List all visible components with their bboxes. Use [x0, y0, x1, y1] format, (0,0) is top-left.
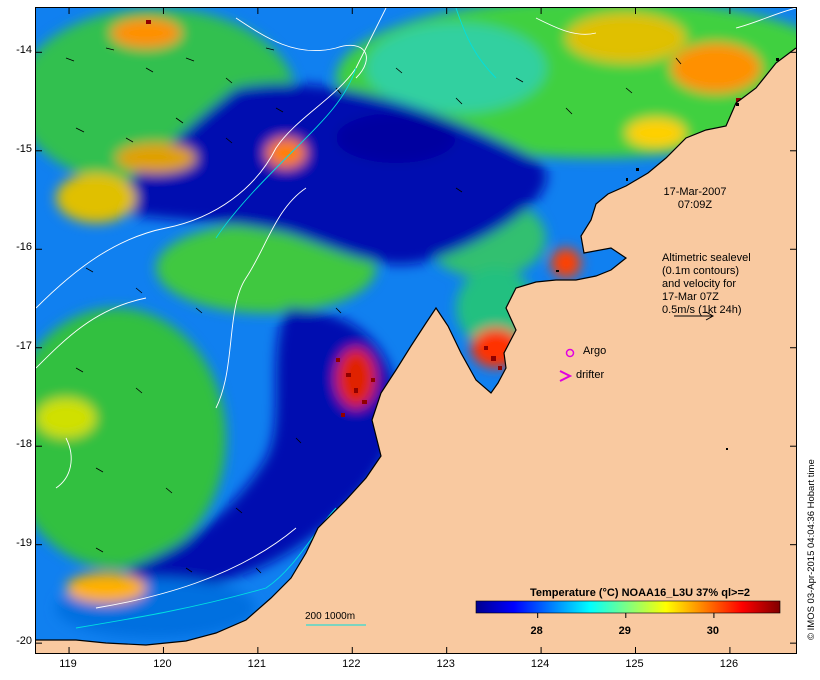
- depth-contour-label: 200 1000m: [305, 611, 356, 622]
- argo-label: Argo: [583, 345, 607, 357]
- sst-map[interactable]: [35, 7, 797, 654]
- altimetry-line: 0.5m/s (1kt 24h): [662, 304, 742, 316]
- lon-tick-label: 120: [153, 658, 172, 670]
- timestamp-time: 07:09Z: [677, 199, 713, 211]
- map-canvas: [36, 8, 796, 653]
- credit-text: © IMOS 03-Apr-2015 04:04:36 Hobart time: [806, 459, 817, 640]
- colorbar-tick-label: 28: [530, 625, 543, 637]
- colorbar-tick-label: 30: [706, 625, 720, 637]
- axis-ticks: [36, 8, 796, 653]
- lat-tick-label: -19: [16, 536, 32, 549]
- lon-tick-label: 125: [625, 658, 644, 670]
- drifter-label: drifter: [576, 369, 605, 381]
- altimetry-line: and velocity for: [662, 278, 736, 290]
- lon-tick-label: 119: [59, 658, 77, 670]
- velocity-vectors: [65, 47, 682, 574]
- velocity-scale-arrow: [674, 311, 715, 321]
- lat-tick-label: -15: [16, 142, 32, 155]
- timestamp: 17-Mar-2007 07:09Z: [620, 186, 770, 212]
- colorbar-tick-label: 29: [618, 625, 631, 637]
- timestamp-date: 17-Mar-2007: [663, 186, 727, 198]
- coastline: [36, 47, 796, 646]
- altimetry-line: (0.1m contours): [662, 265, 740, 277]
- lon-tick-label: 123: [436, 658, 455, 670]
- altimetry-line: Altimetric sealevel: [662, 252, 751, 264]
- lat-tick-label: -17: [16, 339, 32, 352]
- drifter-marker: [559, 370, 573, 382]
- lon-tick-label: 121: [247, 658, 267, 670]
- altimetry-line: 17-Mar 07Z: [662, 291, 719, 303]
- lon-tick-label: 124: [530, 658, 550, 670]
- lat-tick-label: -20: [16, 635, 32, 648]
- lat-tick-label: -14: [16, 44, 32, 57]
- altimetry-note: Altimetric sealevel (0.1m contours) and …: [662, 252, 782, 317]
- lat-tick-label: -18: [16, 438, 32, 451]
- argo-float-marker: [565, 348, 575, 358]
- lat-tick-label: -16: [16, 241, 32, 254]
- lon-tick-label: 122: [342, 658, 361, 670]
- lon-tick-label: 126: [719, 658, 739, 670]
- colorbar-bar: [475, 600, 781, 614]
- sealevel-contours: [36, 8, 796, 609]
- colorbar: [475, 600, 781, 618]
- colorbar-title: Temperature (°C) NOAA16_L3U 37% ql>=2: [530, 587, 750, 599]
- islands: [556, 58, 779, 450]
